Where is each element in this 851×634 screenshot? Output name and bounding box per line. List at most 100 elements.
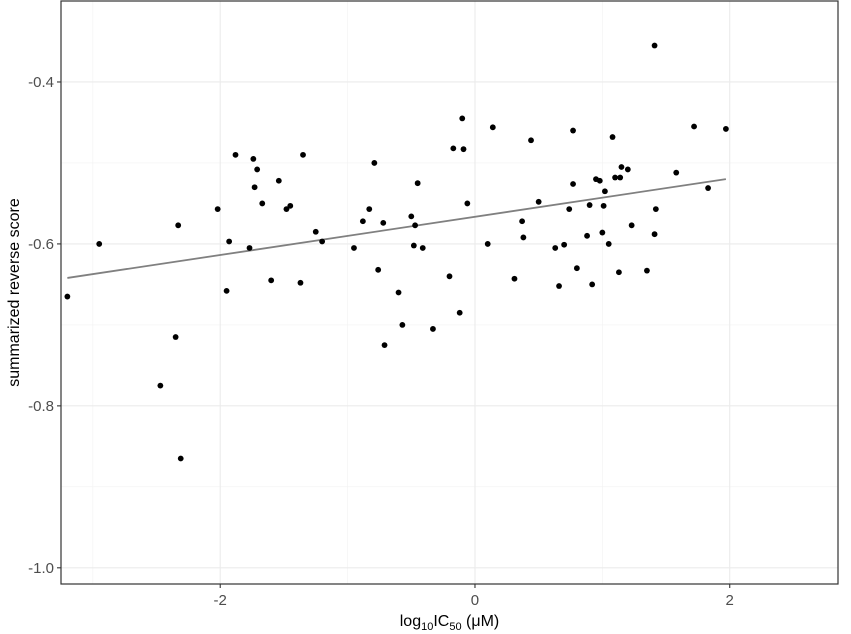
data-point bbox=[371, 160, 378, 166]
data-point bbox=[259, 200, 266, 207]
grid-lines bbox=[61, 0, 838, 584]
data-point bbox=[589, 281, 596, 288]
data-point bbox=[319, 238, 326, 245]
data-point bbox=[250, 155, 257, 162]
data-point bbox=[605, 241, 612, 247]
data-point bbox=[172, 334, 179, 340]
data-point bbox=[275, 177, 282, 184]
data-point bbox=[254, 166, 261, 173]
data-point bbox=[410, 242, 417, 249]
axis-ticks: -2 0 2 -1.0 -0.8 -0.6 -0.4 bbox=[28, 74, 734, 609]
data-point bbox=[691, 123, 697, 130]
data-point bbox=[602, 188, 608, 195]
data-point bbox=[459, 115, 466, 122]
x-tick-label: -2 bbox=[214, 592, 227, 609]
data-point bbox=[287, 202, 294, 209]
data-point bbox=[246, 245, 253, 251]
y-axis-title: summarized reverse score bbox=[6, 198, 23, 387]
data-point bbox=[535, 198, 542, 205]
data-point bbox=[573, 265, 580, 272]
data-point bbox=[399, 321, 406, 328]
data-point bbox=[359, 218, 366, 225]
data-point bbox=[520, 234, 527, 241]
x-tick-label: 0 bbox=[471, 592, 479, 609]
data-point bbox=[446, 273, 453, 280]
data-points bbox=[64, 42, 729, 462]
data-point bbox=[519, 218, 526, 225]
data-point bbox=[157, 382, 164, 389]
data-point bbox=[380, 219, 387, 226]
data-point bbox=[489, 124, 496, 131]
data-point bbox=[414, 180, 421, 187]
x-axis-title: log10IC50 (μM) bbox=[400, 613, 500, 633]
data-point bbox=[628, 222, 635, 229]
data-point bbox=[283, 206, 290, 212]
data-point bbox=[644, 267, 650, 274]
data-point bbox=[456, 309, 463, 316]
data-point bbox=[408, 213, 415, 220]
data-point bbox=[175, 222, 182, 229]
data-point bbox=[566, 206, 573, 212]
data-point bbox=[673, 169, 680, 176]
data-point bbox=[64, 293, 71, 300]
data-point bbox=[511, 275, 518, 282]
plot-panel-border bbox=[60, 0, 839, 585]
data-point bbox=[223, 287, 230, 294]
x-axis-title-mid: IC bbox=[433, 613, 449, 630]
data-point bbox=[570, 181, 576, 187]
data-point bbox=[395, 289, 402, 296]
data-point bbox=[723, 126, 729, 132]
data-point bbox=[618, 164, 625, 170]
data-point bbox=[96, 241, 103, 247]
data-point bbox=[651, 42, 658, 49]
y-tick-label: -0.6 bbox=[28, 236, 54, 253]
data-point bbox=[570, 127, 576, 134]
data-point bbox=[599, 229, 606, 236]
y-tick-label: -0.4 bbox=[28, 74, 54, 91]
x-tick-label: 2 bbox=[726, 592, 734, 609]
data-point bbox=[612, 174, 618, 181]
data-point bbox=[561, 241, 568, 248]
x-axis-title-sub1: 10 bbox=[421, 621, 433, 633]
data-point bbox=[652, 206, 659, 212]
x-axis-title-unit: (μM) bbox=[462, 613, 500, 630]
data-point bbox=[268, 277, 275, 284]
data-point bbox=[617, 174, 624, 181]
data-point bbox=[312, 228, 319, 235]
data-point bbox=[297, 279, 304, 286]
data-point bbox=[226, 238, 233, 245]
data-point bbox=[609, 134, 616, 140]
data-point bbox=[705, 185, 711, 191]
data-point bbox=[464, 200, 471, 207]
data-point bbox=[214, 206, 221, 212]
data-point bbox=[460, 146, 467, 153]
data-point bbox=[556, 283, 562, 289]
data-point bbox=[552, 245, 559, 251]
regression-line bbox=[67, 178, 727, 279]
data-point bbox=[450, 145, 457, 152]
y-tick-label: -0.8 bbox=[28, 398, 54, 415]
data-point bbox=[300, 151, 306, 158]
data-point bbox=[351, 245, 357, 251]
data-point bbox=[600, 202, 607, 209]
data-point bbox=[616, 269, 622, 276]
data-point bbox=[366, 206, 373, 212]
data-point bbox=[586, 202, 593, 208]
data-point bbox=[651, 231, 658, 238]
data-point bbox=[484, 241, 491, 247]
x-axis-title-base: log bbox=[400, 613, 421, 630]
data-point bbox=[596, 177, 603, 184]
data-point bbox=[177, 455, 184, 462]
y-tick-label: -1.0 bbox=[28, 560, 54, 577]
x-axis-title-sub2: 50 bbox=[449, 621, 461, 633]
data-point bbox=[375, 266, 382, 273]
data-point bbox=[528, 137, 534, 144]
data-point bbox=[624, 166, 631, 173]
data-point bbox=[381, 342, 388, 349]
data-point bbox=[251, 184, 258, 191]
data-point bbox=[584, 232, 590, 239]
data-point bbox=[412, 222, 419, 229]
data-point bbox=[232, 151, 239, 158]
data-point bbox=[430, 326, 436, 332]
